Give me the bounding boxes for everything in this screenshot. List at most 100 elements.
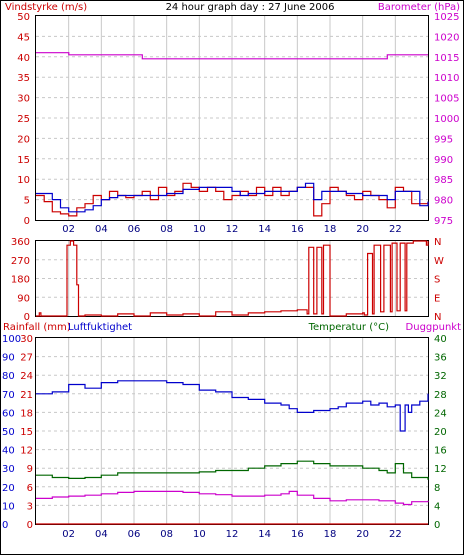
right-tick-label: 20 bbox=[434, 427, 447, 438]
panel-2-left-ticks: 0 90 180 270 360 bbox=[11, 237, 30, 323]
x-tick-label: 18 bbox=[324, 224, 337, 235]
x-tick-label: 06 bbox=[128, 224, 141, 235]
series-line bbox=[36, 380, 429, 432]
temperature-axis-label: Temperatur (°C) bbox=[308, 322, 389, 333]
humidity-axis-label: Luftfuktighet bbox=[68, 322, 132, 333]
rainfall-tick-label: 3 bbox=[27, 501, 33, 512]
x-tick-label: 16 bbox=[291, 529, 304, 540]
right-tick-label: 1015 bbox=[434, 53, 459, 64]
right-tick-label: 1010 bbox=[434, 73, 459, 84]
x-tick-label: 20 bbox=[356, 224, 369, 235]
rainfall-tick-label: 18 bbox=[20, 408, 33, 419]
rainfall-tick-label: 15 bbox=[20, 427, 33, 438]
series-line bbox=[36, 182, 429, 217]
x-tick-label: 16 bbox=[291, 224, 304, 235]
left-tick-label: 10 bbox=[2, 501, 15, 512]
right-tick-label: 24 bbox=[434, 408, 447, 419]
right-tick-label: N bbox=[434, 237, 441, 248]
left-tick-label: 0 bbox=[2, 520, 8, 531]
x-tick-label: 18 bbox=[324, 529, 337, 540]
x-tick-label: 22 bbox=[389, 529, 402, 540]
panel-1-left-ticks: 0 5 10 15 20 25 30 35 40 45 50 bbox=[17, 12, 30, 227]
left-tick-label: 20 bbox=[17, 134, 30, 145]
panel-3-series bbox=[36, 380, 429, 525]
left-tick-label: 5 bbox=[24, 196, 30, 207]
rainfall-tick-label: 21 bbox=[20, 390, 33, 401]
right-tick-label: S bbox=[434, 275, 440, 286]
x-tick-label: 10 bbox=[193, 529, 206, 540]
rainfall-tick-label: 30 bbox=[20, 334, 33, 345]
rainfall-tick-label: 9 bbox=[27, 464, 33, 475]
right-tick-label: W bbox=[434, 256, 444, 267]
panel-1-series bbox=[36, 52, 429, 217]
panel-3-x-ticks: 02 04 06 08 10 12 14 16 18 20 22 bbox=[62, 529, 401, 540]
series-line bbox=[36, 460, 429, 480]
panel-3-humidity-ticks: 0 10 20 30 40 50 60 70 80 90 100 bbox=[2, 334, 21, 531]
right-tick-label: 995 bbox=[434, 134, 453, 145]
right-tick-label: 40 bbox=[434, 334, 447, 345]
right-tick-label: 16 bbox=[434, 446, 447, 457]
x-tick-label: 12 bbox=[226, 529, 239, 540]
rainfall-tick-label: 6 bbox=[27, 483, 33, 494]
x-tick-label: 10 bbox=[193, 224, 206, 235]
x-tick-label: 12 bbox=[226, 224, 239, 235]
wind-axis-label: Vindstyrke (m/s) bbox=[5, 2, 87, 13]
panel-3-rainfall-ticks: 0 3 6 9 12 15 18 21 24 27 30 bbox=[20, 334, 33, 531]
panel-1-grid bbox=[36, 16, 428, 220]
panel-1-right-ticks: 975 980 985 990 995 1000 1005 1010 1015 1020 1025 bbox=[434, 12, 459, 227]
left-tick-label: 90 bbox=[17, 293, 30, 304]
x-tick-label: 06 bbox=[128, 529, 141, 540]
rainfall-tick-label: 24 bbox=[20, 371, 33, 382]
right-tick-label: 12 bbox=[434, 464, 447, 475]
barometer-axis-label: Barometer (hPa) bbox=[378, 2, 460, 13]
left-tick-label: 0 bbox=[24, 312, 30, 323]
left-tick-label: 10 bbox=[17, 175, 30, 186]
right-tick-label: 980 bbox=[434, 196, 453, 207]
right-tick-label: 1005 bbox=[434, 94, 459, 105]
series-line bbox=[36, 182, 429, 213]
right-tick-label: 0 bbox=[434, 520, 440, 531]
x-tick-label: 02 bbox=[62, 224, 75, 235]
right-tick-label: N bbox=[434, 312, 441, 323]
right-tick-label: 28 bbox=[434, 390, 447, 401]
left-tick-label: 270 bbox=[11, 256, 30, 267]
left-tick-label: 100 bbox=[2, 334, 21, 345]
right-tick-label: E bbox=[434, 293, 440, 304]
rainfall-tick-label: 12 bbox=[20, 446, 33, 457]
x-tick-label: 14 bbox=[258, 224, 271, 235]
right-tick-label: 4 bbox=[434, 501, 440, 512]
right-tick-label: 990 bbox=[434, 155, 453, 166]
left-tick-label: 30 bbox=[17, 94, 30, 105]
right-tick-label: 1025 bbox=[434, 12, 459, 23]
right-tick-label: 975 bbox=[434, 216, 453, 227]
series-line bbox=[36, 490, 429, 506]
x-tick-label: 22 bbox=[389, 224, 402, 235]
right-tick-label: 985 bbox=[434, 175, 453, 186]
left-tick-label: 20 bbox=[2, 483, 15, 494]
x-tick-label: 14 bbox=[258, 529, 271, 540]
left-tick-label: 360 bbox=[11, 237, 30, 248]
right-tick-label: 36 bbox=[434, 353, 447, 364]
x-tick-label: 04 bbox=[95, 529, 108, 540]
left-tick-label: 70 bbox=[2, 390, 15, 401]
x-tick-label: 08 bbox=[160, 224, 173, 235]
x-tick-label: 08 bbox=[160, 529, 173, 540]
series-line bbox=[36, 52, 428, 60]
x-tick-label: 02 bbox=[62, 529, 75, 540]
right-tick-label: 1000 bbox=[434, 114, 459, 125]
left-tick-label: 45 bbox=[17, 32, 30, 43]
left-tick-label: 25 bbox=[17, 114, 30, 125]
right-tick-label: 32 bbox=[434, 371, 447, 382]
right-tick-label: 1020 bbox=[434, 32, 459, 43]
left-tick-label: 180 bbox=[11, 275, 30, 286]
right-tick-label: 8 bbox=[434, 483, 440, 494]
rainfall-tick-label: 0 bbox=[27, 520, 33, 531]
x-tick-label: 20 bbox=[356, 529, 369, 540]
left-tick-label: 50 bbox=[2, 427, 15, 438]
dewpoint-axis-label: Duggpunkt bbox=[406, 322, 462, 333]
left-tick-label: 30 bbox=[2, 464, 15, 475]
